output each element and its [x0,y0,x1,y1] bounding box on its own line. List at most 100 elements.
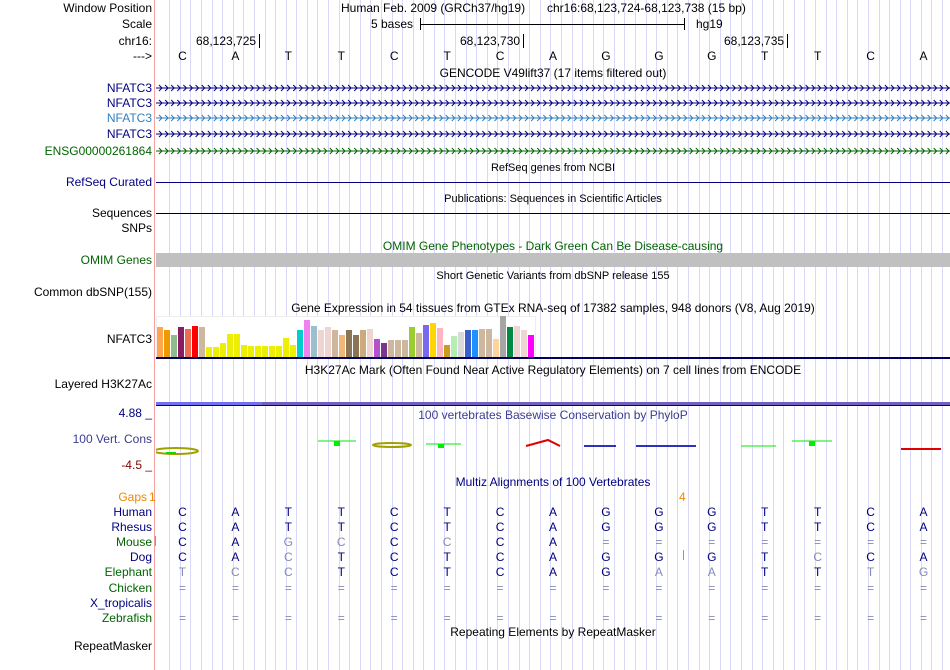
refseq-line[interactable] [156,182,950,183]
gtex-tissue-bar[interactable] [311,326,317,357]
species-label[interactable]: Elephant [104,565,152,580]
gtex-tissue-bar[interactable] [402,340,408,357]
gene-label[interactable]: NFATC3 [106,127,152,141]
gtex-tissue-bar[interactable] [423,325,429,357]
h3k27ac-label[interactable]: Layered H3K27Ac [54,377,152,391]
gtex-tissue-bar[interactable] [185,329,191,357]
gtex-tissue-bar[interactable] [290,345,296,357]
grid-line [699,0,700,670]
gtex-tissue-bar[interactable] [157,327,163,357]
phylop-title[interactable]: 100 vertebrates Basewise Conservation by… [418,408,688,422]
gtex-label[interactable]: NFATC3 [106,332,152,346]
gtex-tissue-bar[interactable] [220,343,226,357]
gtex-title[interactable]: Gene Expression in 54 tissues from GTEx … [291,301,815,315]
gtex-tissue-bar[interactable] [514,326,520,357]
gtex-tissue-bar[interactable] [353,335,359,357]
phylop-label[interactable]: 100 Vert. Cons [72,432,152,446]
gtex-tissue-bar[interactable] [465,330,471,357]
gtex-tissue-bar[interactable] [395,340,401,357]
gtex-tissue-bar[interactable] [164,330,170,357]
species-label[interactable]: Rhesus [111,520,152,535]
species-label[interactable]: Dog [129,550,152,565]
gtex-tissue-bar[interactable] [528,335,534,357]
gene-feature[interactable] [156,113,950,123]
gtex-tissue-bar[interactable] [262,346,268,357]
gtex-tissue-bar[interactable] [381,343,387,357]
aligned-base: C [866,520,875,535]
species-label[interactable]: Human [113,505,152,519]
gtex-tissue-bar[interactable] [206,347,212,357]
omim-label[interactable]: OMIM Genes [80,253,152,267]
refseq-title[interactable]: RefSeq genes from NCBI [490,162,616,174]
gtex-tissue-bar[interactable] [521,330,527,357]
gtex-tissue-bar[interactable] [346,330,352,357]
gtex-tissue-bar[interactable] [171,335,177,357]
sequences-label[interactable]: Sequences [91,206,152,220]
species-label[interactable]: Chicken [108,580,152,595]
gtex-tissue-bar[interactable] [283,338,289,357]
species-label[interactable]: Zebrafish [101,610,152,625]
gene-label[interactable]: ENSG00000261864 [44,144,152,158]
repeatmasker-title[interactable]: Repeating Elements by RepeatMasker [450,625,656,639]
gtex-tissue-bar[interactable] [234,334,240,357]
gtex-tissue-bar[interactable] [192,326,198,357]
gtex-tissue-bar[interactable] [507,327,513,357]
publications-line[interactable] [156,213,950,214]
dbsnp-title[interactable]: Short Genetic Variants from dbSNP releas… [436,270,670,282]
gtex-tissue-bar[interactable] [276,346,282,357]
gtex-tissue-bar[interactable] [318,330,324,357]
gtex-tissue-bar[interactable] [472,330,478,357]
gene-feature[interactable] [156,146,950,156]
phylop-glyphs[interactable] [156,430,950,460]
gtex-tissue-bar[interactable] [227,334,233,357]
gtex-tissue-bar[interactable] [451,336,457,357]
gencode-title[interactable]: GENCODE V49lift37 (17 items filtered out… [439,66,667,80]
publications-title[interactable]: Publications: Sequences in Scientific Ar… [444,193,662,205]
gtex-tissue-bar[interactable] [213,347,219,357]
gtex-tissue-bar[interactable] [332,330,338,357]
gaps-label[interactable]: Gaps [118,490,147,504]
h3k27ac-title[interactable]: H3K27Ac Mark (Often Found Near Active Re… [304,363,802,377]
gtex-tissue-bar[interactable] [178,327,184,357]
gtex-tissue-bar[interactable] [199,327,205,357]
aligned-base: C [495,535,505,550]
gtex-tissue-bar[interactable] [409,327,415,357]
gtex-tissue-bar[interactable] [388,340,394,357]
multiz-title[interactable]: Multiz Alignments of 100 Vertebrates [455,475,651,489]
gtex-tissue-bar[interactable] [269,346,275,357]
gtex-tissue-bar[interactable] [360,330,366,357]
gtex-tissue-bar[interactable] [430,323,436,357]
gtex-tissue-bar[interactable] [255,346,261,357]
gtex-tissue-bar[interactable] [297,330,303,357]
gtex-tissue-bar[interactable] [241,345,247,357]
gene-feature[interactable] [156,129,950,139]
gtex-tissue-bar[interactable] [248,346,254,357]
gtex-tissue-bar[interactable] [339,335,345,357]
snps-label[interactable]: SNPs [121,221,152,235]
species-label[interactable]: Mouse [115,535,152,550]
species-label[interactable]: X_tropicalis [89,595,152,610]
gtex-tissue-bar[interactable] [437,328,443,357]
refseq-label[interactable]: RefSeq Curated [65,175,152,189]
repeatmasker-label[interactable]: RepeatMasker [73,639,152,653]
omim-bar[interactable] [156,253,950,267]
gtex-tissue-bar[interactable] [486,329,492,357]
gtex-tissue-bar[interactable] [500,316,506,357]
gtex-tissue-bar[interactable] [416,333,422,357]
gene-feature[interactable] [156,98,950,108]
gtex-tissue-bar[interactable] [325,327,331,357]
gene-label[interactable]: NFATC3 [106,81,152,95]
gene-label[interactable]: NFATC3 [106,111,152,125]
gtex-tissue-bar[interactable] [304,320,310,357]
gtex-tissue-bar[interactable] [458,332,464,357]
gtex-tissue-bar[interactable] [367,329,373,357]
gene-label[interactable]: NFATC3 [106,96,152,110]
gtex-tissue-bar[interactable] [374,339,380,357]
gtex-tissue-bar[interactable] [479,329,485,357]
gtex-tissue-bar[interactable] [444,345,450,357]
gtex-tissue-bar[interactable] [493,339,499,357]
dbsnp-label[interactable]: Common dbSNP(155) [33,285,152,299]
omim-title[interactable]: OMIM Gene Phenotypes - Dark Green Can Be… [382,239,724,253]
gene-feature[interactable] [156,83,950,93]
